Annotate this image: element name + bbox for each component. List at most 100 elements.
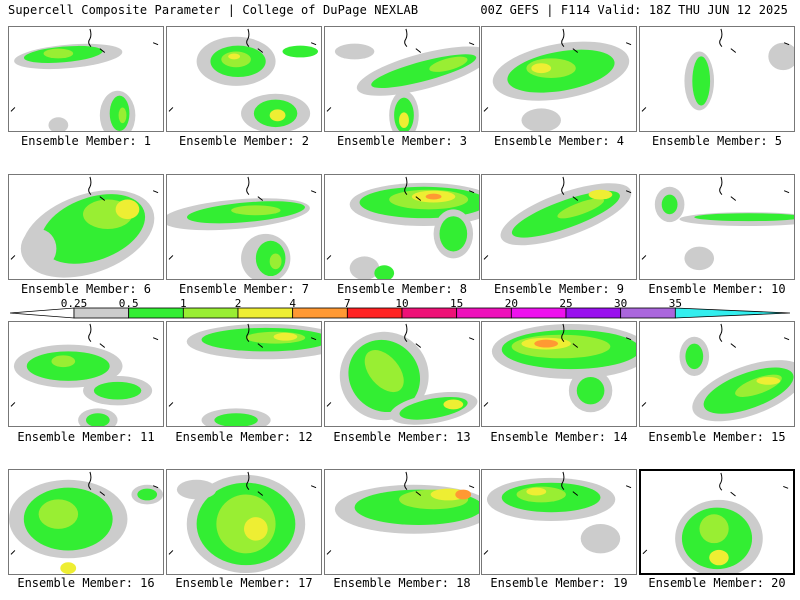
scp-field-map [9, 471, 163, 574]
member-panel-6[interactable] [8, 174, 164, 280]
scale-tick-label: 2 [234, 297, 242, 310]
scp-field-map [326, 28, 479, 131]
scp-field-map [642, 472, 789, 573]
scp-contour [425, 193, 442, 200]
member-label: Ensemble Member: 17 [175, 576, 313, 590]
scale-segment [292, 307, 348, 319]
scale-segment [620, 307, 676, 319]
scp-contour [661, 194, 678, 215]
scp-contour [526, 58, 576, 79]
member-label: Ensemble Member: 11 [17, 430, 155, 444]
scp-contour [231, 205, 281, 216]
scale-segment [456, 307, 512, 319]
member-panel-3[interactable] [324, 26, 480, 132]
scp-field-map [641, 28, 794, 112]
scale-tick-label: 20 [504, 297, 518, 310]
scale-segment [565, 307, 622, 319]
scale-tick-label: 0.25 [60, 297, 88, 310]
scp-contour [557, 198, 604, 219]
scp-contour [685, 343, 704, 370]
scp-field-map [168, 471, 317, 574]
member-panel-18[interactable] [324, 469, 480, 575]
member-label: Ensemble Member: 20 [648, 576, 786, 590]
scp-contour [214, 413, 258, 426]
scp-contour [244, 517, 268, 541]
member-panel-11[interactable] [8, 321, 164, 427]
scp-contour [137, 488, 158, 501]
scp-contour [526, 487, 547, 496]
scp-field-map [167, 176, 317, 279]
scp-contour [273, 332, 298, 341]
scp-contour [699, 514, 729, 544]
coastline [641, 176, 790, 260]
member-panel-19[interactable] [481, 469, 637, 575]
member-label: Ensemble Member: 4 [493, 134, 625, 148]
scale-segment [346, 307, 403, 319]
scp-field-map [10, 323, 159, 426]
member-label: Ensemble Member: 12 [175, 430, 313, 444]
scp-field-map [483, 471, 632, 555]
scale-tick-label: 0.5 [118, 297, 139, 310]
coastline [168, 323, 317, 407]
scp-field-map [326, 323, 478, 425]
scp-field-map [10, 28, 159, 131]
scp-contour [443, 399, 464, 410]
member-panel-10[interactable] [639, 174, 795, 280]
member-label: Ensemble Member: 14 [490, 430, 628, 444]
scale-tick-label: 10 [395, 297, 409, 310]
scp-contour [20, 228, 57, 269]
member-panel-4[interactable] [481, 26, 637, 132]
member-label: Ensemble Member: 3 [336, 134, 468, 148]
scp-field-map [168, 323, 321, 426]
member-label: Ensemble Member: 9 [493, 282, 625, 296]
scp-field-map [641, 176, 794, 271]
scp-contour [115, 199, 140, 220]
scp-field-map [326, 471, 479, 555]
member-panel-15[interactable] [639, 321, 795, 427]
scp-contour [269, 253, 282, 270]
coastline [641, 28, 790, 112]
scp-contour [43, 48, 74, 59]
scale-segment [510, 307, 567, 319]
scp-contour [439, 216, 468, 252]
coastline [483, 176, 632, 260]
color-scale-bar [10, 307, 790, 319]
coastline [168, 471, 317, 555]
coastline [168, 176, 317, 260]
coastline [483, 471, 632, 555]
page-title: Supercell Composite Parameter | College … [8, 3, 419, 17]
member-panel-14[interactable] [481, 321, 637, 427]
coastline [168, 28, 317, 112]
member-panel-5[interactable] [639, 26, 795, 132]
scp-contour [86, 413, 110, 426]
member-panel-12[interactable] [166, 321, 322, 427]
member-label: Ensemble Member: 6 [20, 282, 152, 296]
member-label: Ensemble Member: 13 [333, 430, 471, 444]
member-panel-16[interactable] [8, 469, 164, 575]
member-panel-13[interactable] [324, 321, 480, 427]
scp-contour [455, 489, 472, 500]
scp-contour [51, 355, 76, 368]
scp-field-map [483, 176, 632, 260]
scp-contour [38, 499, 79, 529]
scp-field-map [483, 323, 636, 413]
member-panel-7[interactable] [166, 174, 322, 280]
member-label: Ensemble Member: 19 [490, 576, 628, 590]
scp-contour [580, 523, 621, 554]
member-panel-8[interactable] [324, 174, 480, 280]
member-panel-17[interactable] [166, 469, 322, 575]
scp-contour [694, 213, 794, 222]
scale-tick-label: 35 [668, 297, 682, 310]
coastline [641, 323, 790, 407]
member-panel-9[interactable] [481, 174, 637, 280]
scp-contour [93, 381, 142, 400]
scale-tick-label: 15 [450, 297, 464, 310]
member-panel-20[interactable] [639, 469, 795, 575]
coastline [483, 323, 632, 407]
scp-contour [48, 117, 69, 131]
scp-contour [60, 562, 77, 574]
member-panel-2[interactable] [166, 26, 322, 132]
scp-contour [374, 265, 395, 279]
member-panel-1[interactable] [8, 26, 164, 132]
scp-contour [176, 479, 217, 500]
